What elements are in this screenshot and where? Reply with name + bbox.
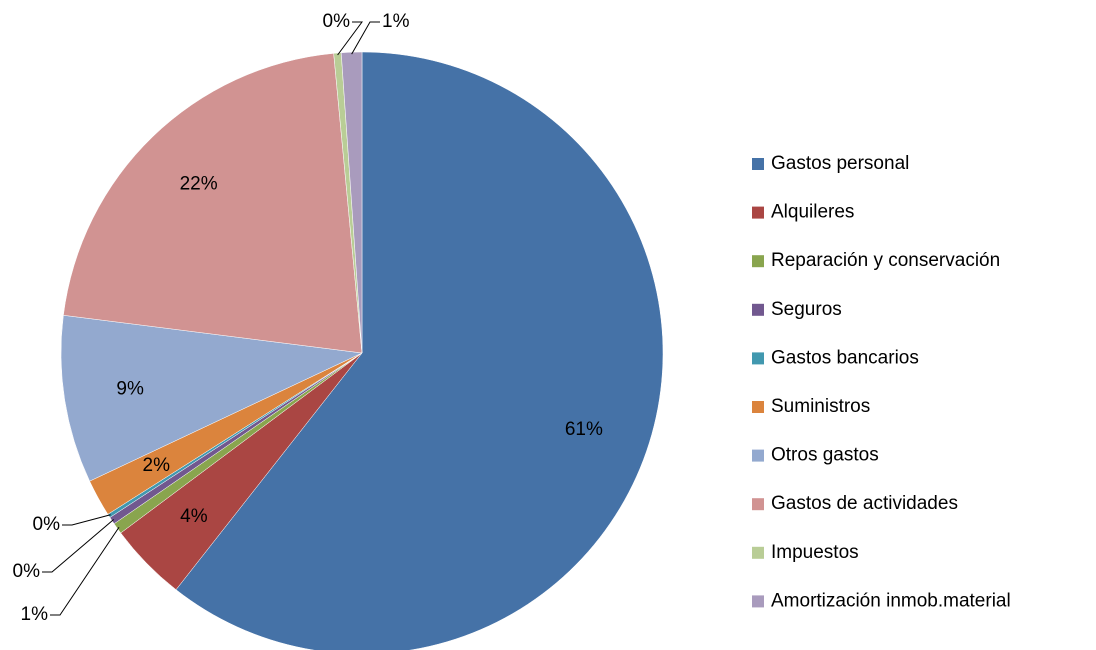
pie-slice bbox=[340, 51, 363, 354]
legend-label: Seguros bbox=[771, 299, 842, 320]
legend-swatch bbox=[752, 498, 764, 511]
legend-label: Amortización inmob.material bbox=[771, 590, 1011, 611]
pie-slice bbox=[60, 314, 363, 482]
data-label: 2% bbox=[143, 455, 171, 476]
legend-label: Gastos de actividades bbox=[771, 493, 958, 514]
legend-swatch bbox=[752, 352, 764, 365]
data-label: 1% bbox=[21, 604, 49, 625]
legend-label: Otros gastos bbox=[771, 445, 879, 466]
leader-line bbox=[351, 21, 380, 55]
legend-swatch bbox=[752, 401, 764, 413]
legend-label: Suministros bbox=[771, 396, 870, 417]
leader-line bbox=[62, 514, 111, 526]
data-label: 9% bbox=[116, 379, 144, 400]
legend-swatch bbox=[752, 546, 764, 559]
data-label: 22% bbox=[180, 173, 218, 194]
legend-label: Reparación y conservación bbox=[771, 250, 1000, 271]
legend-label: Gastos bancarios bbox=[771, 347, 919, 368]
legend-swatch bbox=[752, 303, 764, 316]
data-label: 0% bbox=[323, 11, 351, 32]
leader-line bbox=[337, 21, 363, 56]
data-label: 1% bbox=[382, 11, 410, 32]
pie-slice bbox=[63, 53, 363, 354]
pie-slice bbox=[175, 51, 664, 650]
legend-swatch bbox=[752, 595, 764, 608]
legend-swatch bbox=[752, 255, 764, 268]
legend-swatch bbox=[752, 158, 764, 170]
data-label: 0% bbox=[13, 561, 41, 582]
leader-line bbox=[50, 526, 120, 616]
data-label: 0% bbox=[33, 514, 61, 535]
data-label: 61% bbox=[565, 419, 603, 440]
legend-label: Impuestos bbox=[771, 542, 859, 563]
legend-label: Gastos personal bbox=[771, 153, 909, 174]
legend-swatch bbox=[752, 206, 764, 219]
data-label: 4% bbox=[180, 506, 208, 527]
legend-label: Alquileres bbox=[771, 202, 854, 223]
legend-swatch bbox=[752, 449, 764, 462]
leader-line bbox=[42, 519, 114, 573]
